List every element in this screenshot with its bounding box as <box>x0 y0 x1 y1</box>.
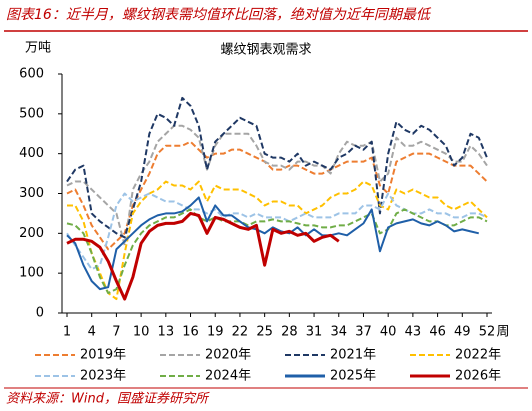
series-line <box>66 211 340 301</box>
x-tick-label: 16 <box>182 325 199 340</box>
x-tick-label: 1 <box>63 325 71 340</box>
x-tick-label: 13 <box>158 325 175 340</box>
series-line <box>66 196 479 291</box>
y-tick-label: 600 <box>19 67 44 82</box>
legend-label: 2023年 <box>80 369 126 384</box>
source-note: 资料来源：Wind，国盛证券研究所 <box>6 391 210 407</box>
x-tick-label: 37 <box>355 325 372 340</box>
x-axis-label: 周 <box>496 325 509 340</box>
legend-label: 2025年 <box>330 369 376 384</box>
legend-label: 2021年 <box>330 348 376 363</box>
chart-title: 螺纹钢表观需求 <box>220 43 311 58</box>
legend-label: 2020年 <box>205 348 251 363</box>
y-tick-label: 100 <box>19 266 44 281</box>
series-line <box>66 96 488 239</box>
header-title: 图表16：近半月，螺纹钢表需均值环比回落，绝对值为近年同期最低 <box>6 7 432 23</box>
x-tick-label: 10 <box>133 325 150 340</box>
legend-label: 2024年 <box>205 369 251 384</box>
x-tick-label: 25 <box>256 325 273 340</box>
x-tick-label: 34 <box>330 325 347 340</box>
x-tick-label: 43 <box>405 325 422 340</box>
x-tick-label: 19 <box>207 325 224 340</box>
series-line <box>66 192 488 271</box>
y-tick-label: 500 <box>19 106 44 121</box>
x-tick-label: 40 <box>380 325 397 340</box>
x-tick-label: 46 <box>429 325 446 340</box>
x-tick-label: 52 <box>479 325 496 340</box>
x-tick-label: 22 <box>232 325 249 340</box>
legend-label: 2026年 <box>455 369 501 384</box>
series-line <box>66 124 488 247</box>
legend-label: 2022年 <box>455 348 501 363</box>
x-tick-label: 7 <box>112 325 120 340</box>
legend-label: 2019年 <box>80 348 126 363</box>
y-tick-label: 300 <box>19 186 44 201</box>
x-tick-label: 4 <box>88 325 96 340</box>
series-line <box>67 180 488 301</box>
x-tick-label: 49 <box>454 325 471 340</box>
y-tick-label: 0 <box>36 306 44 321</box>
series-line <box>66 208 488 295</box>
y-tick-label: 200 <box>19 226 44 241</box>
x-tick-label: 28 <box>281 325 298 340</box>
x-tick-label: 31 <box>306 325 323 340</box>
y-tick-label: 400 <box>19 146 44 161</box>
y-axis-label: 万吨 <box>25 41 51 56</box>
